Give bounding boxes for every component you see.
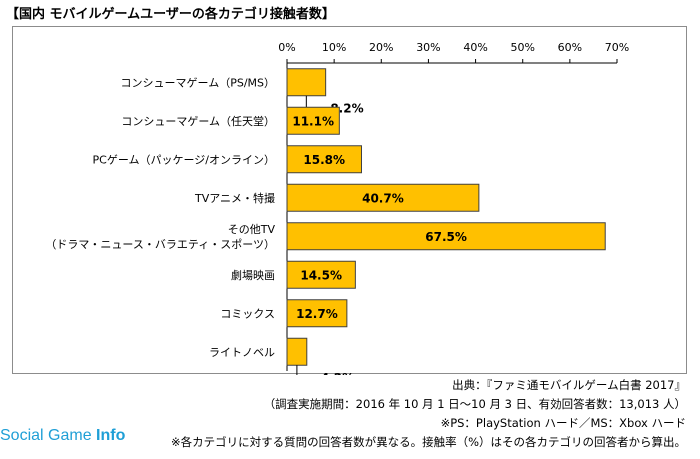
x-tick-label: 60% (558, 41, 582, 54)
footnotes: 出典：『ファミ通モバイルゲーム白書 2017』 （調査実施期間：2016 年 1… (171, 376, 686, 452)
chart-area: 0% 10% 20% 30% 40% 50% 60% 70% コンシューマゲーム（PS/MS） 8… (12, 26, 687, 375)
bar (286, 260, 356, 289)
data-label-leader (305, 95, 325, 109)
bar (286, 68, 327, 97)
x-tick-label: 70% (605, 41, 629, 54)
data-label: 40.7% (362, 191, 404, 205)
data-label: 12.7% (296, 307, 338, 321)
bar (286, 222, 606, 251)
x-tick-label: 20% (369, 41, 393, 54)
hardware-note: ※PS：PlayStation ハード／MS：Xbox ハード (440, 416, 686, 430)
category-label: （ドラマ・ニュース・バラエティ・スポーツ） (45, 238, 275, 251)
category-label: ライトノベル (209, 346, 275, 359)
category-label: PCゲーム（パッケージ/オンライン） (93, 153, 275, 166)
x-tick-label: 40% (463, 41, 487, 54)
category-label: その他TV (228, 223, 276, 236)
logo-text-info: Info (96, 427, 126, 444)
bar-chart: 0% 10% 20% 30% 40% 50% 60% 70%コンシューマゲーム（PS/MS）8… (45, 41, 629, 375)
category-label: コンシューマゲーム（PS/MS） (121, 76, 275, 89)
source-note: 出典：『ファミ通モバイルゲーム白書 2017』 (452, 378, 686, 392)
x-tick-label: 30% (416, 41, 440, 54)
logo-text-social-game: Social Game (0, 427, 97, 444)
data-label: 4.2% (321, 371, 354, 375)
caveat-note: ※各カテゴリに対する質問の回答者数が異なる。接触率（%）はその各カテゴリの回答者… (170, 435, 686, 449)
data-label: 14.5% (300, 268, 342, 282)
category-label: コンシューマゲーム（任天堂） (121, 115, 275, 128)
bar (286, 106, 340, 135)
data-label-leader (296, 365, 298, 375)
category-label: TVアニメ・特撮 (194, 191, 275, 205)
x-tick-label: 0% (278, 41, 295, 54)
survey-period-note: （調査実施期間：2016 年 10 月 1 日〜10 月 3 日、有効回答者数：… (263, 397, 686, 411)
social-game-info-logo: Social Game Info (0, 427, 125, 445)
x-tick-label: 10% (322, 41, 346, 54)
chart-title: 【国内 モバイルゲームユーザーの各カテゴリ接触者数】 (6, 7, 335, 22)
bar (286, 299, 348, 328)
data-label: 11.1% (292, 114, 334, 128)
category-label: 劇場映画 (231, 268, 275, 282)
bar (286, 145, 362, 174)
data-label: 67.5% (425, 230, 467, 244)
x-tick-label: 50% (510, 41, 534, 54)
category-label: コミックス (220, 307, 275, 320)
bar (286, 183, 480, 212)
data-label: 15.8% (303, 153, 345, 167)
bar (286, 337, 308, 366)
